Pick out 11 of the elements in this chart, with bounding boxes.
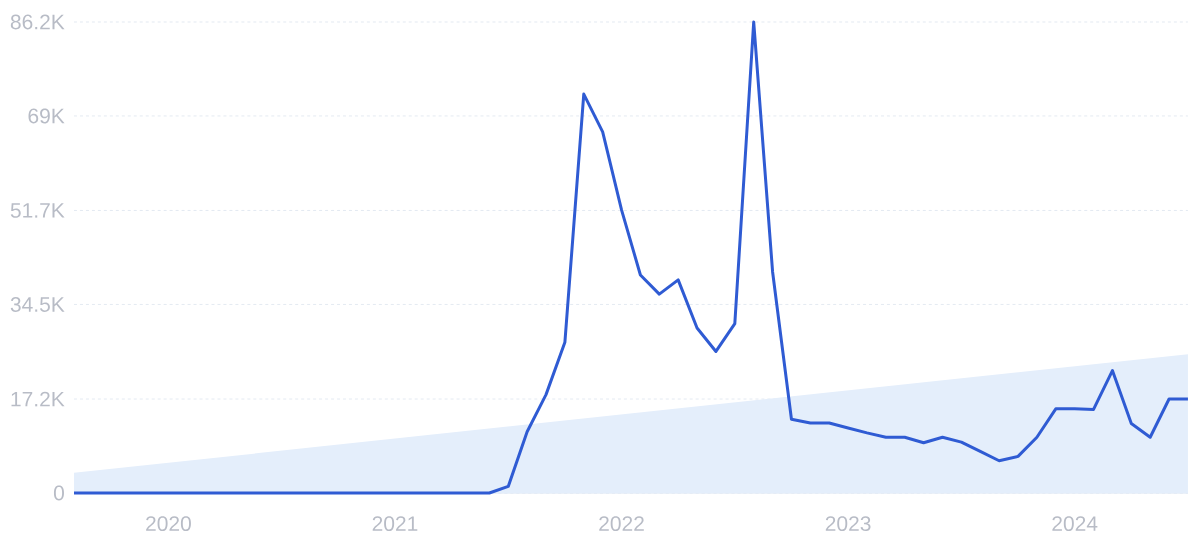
y-tick-label: 51.7K <box>10 203 65 218</box>
y-tick-label: 69K <box>28 108 65 124</box>
y-tick-label: 0 <box>53 485 64 501</box>
x-tick-label: 2020 <box>146 516 191 532</box>
y-tick-label: 86.2K <box>10 14 65 30</box>
y-tick-label: 34.5K <box>10 297 65 312</box>
x-tick-label: 2023 <box>825 516 871 532</box>
y-tick-label: 17.2K <box>11 391 65 407</box>
x-tick-label: 2021 <box>372 516 418 532</box>
x-tick-label: 2022 <box>599 516 644 532</box>
x-tick-label: 2024 <box>1052 516 1098 532</box>
